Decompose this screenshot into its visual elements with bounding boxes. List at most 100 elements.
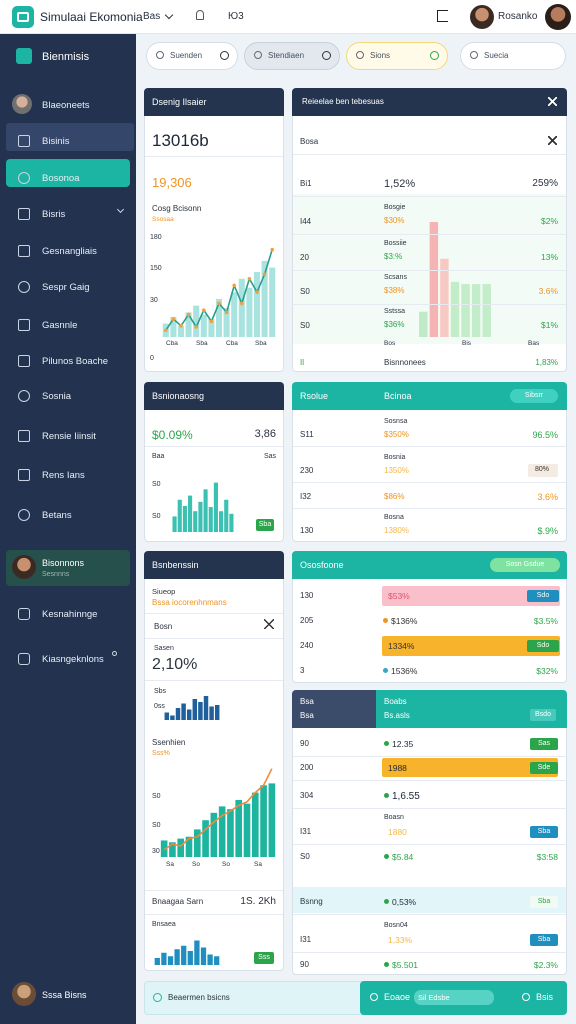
card-title: Rsolue xyxy=(300,391,329,401)
bar xyxy=(471,284,481,337)
y-label: S0 xyxy=(152,481,161,488)
row-value: 1380% xyxy=(384,526,409,535)
nav-item[interactable]: Gesnangliais xyxy=(42,246,97,257)
filter-toggle[interactable] xyxy=(220,51,229,60)
row-right: 13% xyxy=(540,252,558,262)
nav-icon xyxy=(18,172,30,184)
bar xyxy=(261,260,268,337)
badge-text: Sde xyxy=(537,764,551,771)
badge-text: Sdo xyxy=(536,642,550,649)
bar xyxy=(170,316,177,337)
nav-item[interactable]: Kesnahinnge xyxy=(42,609,98,620)
close-icon[interactable] xyxy=(548,97,557,106)
action-pill[interactable] xyxy=(490,558,560,572)
nav-item[interactable]: Betans xyxy=(42,510,72,521)
user-name: Rosanko xyxy=(498,11,538,22)
badge xyxy=(530,934,558,946)
chart-band xyxy=(293,194,566,344)
avatar[interactable] xyxy=(470,5,494,29)
header-text: Bsa xyxy=(300,697,314,706)
card-header xyxy=(144,88,284,116)
row-label: Bosnia xyxy=(384,454,406,461)
action-pill[interactable] xyxy=(510,389,558,403)
row-key: I44 xyxy=(300,217,312,226)
avatar[interactable] xyxy=(545,4,571,30)
nav-item[interactable]: Rensie Iiinsit xyxy=(42,431,96,442)
bar xyxy=(194,940,200,965)
nav-icon xyxy=(18,509,30,521)
nav-item[interactable]: Rens Ians xyxy=(42,470,85,481)
filter[interactable]: Bosn xyxy=(154,622,173,631)
badge-text: Sba xyxy=(258,521,272,528)
nav-item[interactable]: Blaeoneets xyxy=(42,100,90,111)
line-point xyxy=(240,301,244,306)
row-label: Bosn04 xyxy=(384,922,408,929)
nav-item[interactable]: Pilunos Boache xyxy=(42,356,109,367)
bar xyxy=(185,836,193,857)
bar xyxy=(177,325,185,337)
filter-toggle[interactable] xyxy=(430,51,439,60)
nav-item[interactable]: Bisris xyxy=(42,209,66,220)
divider xyxy=(145,613,283,614)
filter-toggle[interactable] xyxy=(322,51,331,60)
badge-text: Bsdo xyxy=(535,711,551,718)
row-value: $5.501 xyxy=(392,960,418,970)
row-right: 259% xyxy=(532,178,558,189)
line-point xyxy=(171,317,176,321)
bar xyxy=(185,312,192,337)
row-right: 3.6% xyxy=(538,286,558,296)
line-point xyxy=(224,310,229,315)
divider xyxy=(293,196,566,197)
divider xyxy=(293,154,566,155)
action-text[interactable]: Bsis xyxy=(536,992,554,1002)
app-logo xyxy=(12,6,34,28)
x-label: Sba xyxy=(255,340,267,347)
bar xyxy=(461,284,470,337)
button-text[interactable]: Eoaoe xyxy=(384,992,411,1002)
bar xyxy=(198,501,203,532)
nav-item[interactable]: Bisinis xyxy=(42,136,70,147)
row-key: I31 xyxy=(300,935,312,944)
nav-item[interactable]: Sespr Gaig xyxy=(42,282,90,293)
label: Sas xyxy=(263,453,276,460)
label: Sbs xyxy=(154,688,167,695)
row-dot xyxy=(384,854,389,859)
line-point xyxy=(164,328,168,333)
nav-item[interactable]: Gasnnle xyxy=(42,320,78,331)
info-icon xyxy=(153,993,162,1002)
bar xyxy=(202,820,209,857)
badge xyxy=(530,709,556,721)
nav-item[interactable]: Kiasngeknlons xyxy=(42,654,104,665)
action-text: Sibsrr xyxy=(524,392,544,399)
row-value: $30% xyxy=(384,216,405,225)
filter-text: Suenden xyxy=(170,51,203,60)
close-icon[interactable] xyxy=(264,619,274,629)
bar xyxy=(238,278,245,337)
bar xyxy=(219,511,224,532)
app-logo-icon xyxy=(17,12,29,22)
close-icon[interactable] xyxy=(548,136,557,145)
nav-icon xyxy=(18,208,30,220)
bell-icon[interactable] xyxy=(196,10,204,20)
x-label: Cba xyxy=(226,340,238,347)
card-title: Dsenig Ilsaier xyxy=(152,97,207,107)
row-right: $32% xyxy=(536,666,558,676)
chart xyxy=(154,940,220,965)
column-title: Bcinoa xyxy=(384,391,412,401)
y-label: S0 xyxy=(152,793,161,800)
menu[interactable]: Bas xyxy=(143,11,161,22)
nav-icon xyxy=(18,653,30,665)
nav-item[interactable]: Sosnia xyxy=(42,391,72,402)
badge xyxy=(530,762,558,774)
logout-icon[interactable] xyxy=(437,10,448,22)
nav-icon xyxy=(18,245,30,257)
field-pill[interactable] xyxy=(414,990,494,1005)
bar xyxy=(172,516,177,532)
divider xyxy=(293,756,566,757)
row-value: $36% xyxy=(384,320,405,329)
divider xyxy=(145,156,283,157)
divider xyxy=(293,844,566,845)
row-dot xyxy=(384,962,389,967)
nav-item[interactable]: Bosonoa xyxy=(42,173,80,184)
row-label: Bosgie xyxy=(384,204,406,211)
